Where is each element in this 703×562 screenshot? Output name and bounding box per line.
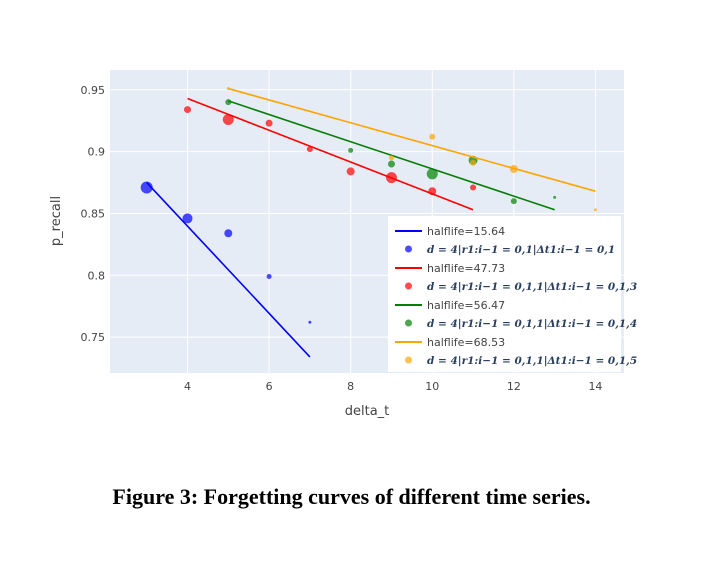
legend-label-fit: halflife=56.47 (427, 299, 505, 312)
x-axis-title: delta_t (345, 404, 390, 419)
y-tick-label: 0.85 (81, 207, 106, 220)
x-tick-label: 4 (184, 380, 191, 393)
data-point (225, 99, 232, 106)
forgetting-curves-chart: 4 6 8 10 12 14 0.75 0.8 0.85 0.9 0.95 delta_t p_re… (49, 70, 637, 419)
y-tick-label: 0.9 (88, 146, 106, 159)
legend-marker-swatch (405, 356, 412, 364)
data-point (182, 213, 193, 224)
x-tick-label: 6 (266, 380, 273, 393)
figure-caption: Figure 3: Forgetting curves of different… (112, 484, 591, 509)
data-point (308, 320, 312, 324)
y-tick-label: 0.75 (81, 331, 106, 344)
tick-labels: 4 6 8 10 12 14 0.75 0.8 0.85 0.9 0.95 (81, 84, 603, 393)
y-axis-title: p_recall (49, 196, 64, 246)
legend-label-fit: halflife=68.53 (427, 336, 505, 349)
legend-box (388, 216, 621, 372)
legend-label-points: d = 4|r1:i−1 = 0,1|Δt1:i−1 = 0,1 (427, 244, 615, 256)
legend-marker-swatch (405, 319, 412, 327)
data-point (510, 198, 517, 205)
data-point (593, 208, 597, 212)
legend-label-points: d = 4|r1:i−1 = 0,1,1|Δt1:i−1 = 0,1,3 (427, 281, 637, 293)
fit-line-2 (187, 97, 474, 211)
data-point (426, 168, 438, 180)
data-point (266, 274, 272, 280)
legend-label-fit: halflife=15.64 (427, 225, 505, 238)
data-point (348, 147, 354, 153)
data-point (429, 133, 436, 140)
y-tick-label: 0.8 (88, 269, 106, 282)
data-point (222, 113, 234, 125)
data-point (385, 172, 397, 184)
data-point (509, 164, 518, 173)
legend-label-fit: halflife=47.73 (427, 262, 505, 275)
data-point (470, 159, 477, 166)
data-point (226, 87, 230, 91)
fit-line-1 (146, 181, 311, 358)
data-point (306, 146, 313, 153)
fit-line-4 (228, 87, 596, 192)
data-point (140, 181, 153, 194)
legend-label-points: d = 4|r1:i−1 = 0,1,1|Δt1:i−1 = 0,1,4 (427, 318, 637, 330)
data-point (470, 184, 477, 191)
x-tick-label: 14 (588, 380, 602, 393)
legend-marker-swatch (405, 245, 412, 253)
data-point (224, 229, 233, 238)
data-point (553, 195, 557, 199)
x-tick-label: 8 (347, 380, 354, 393)
legend: halflife=15.64 d = 4|r1:i−1 = 0,1|Δt1:i−1… (388, 216, 637, 372)
x-tick-label: 12 (507, 380, 521, 393)
data-point (346, 167, 355, 176)
data-point (388, 155, 394, 161)
legend-label-points: d = 4|r1:i−1 = 0,1,1|Δt1:i−1 = 0,1,5 (427, 355, 637, 367)
data-point (428, 187, 437, 196)
chart-marks (140, 87, 597, 358)
legend-marker-swatch (405, 282, 412, 290)
data-point (387, 160, 395, 168)
y-tick-label: 0.95 (81, 84, 106, 97)
data-point (265, 119, 273, 127)
data-point (184, 106, 192, 114)
x-tick-label: 10 (425, 380, 439, 393)
